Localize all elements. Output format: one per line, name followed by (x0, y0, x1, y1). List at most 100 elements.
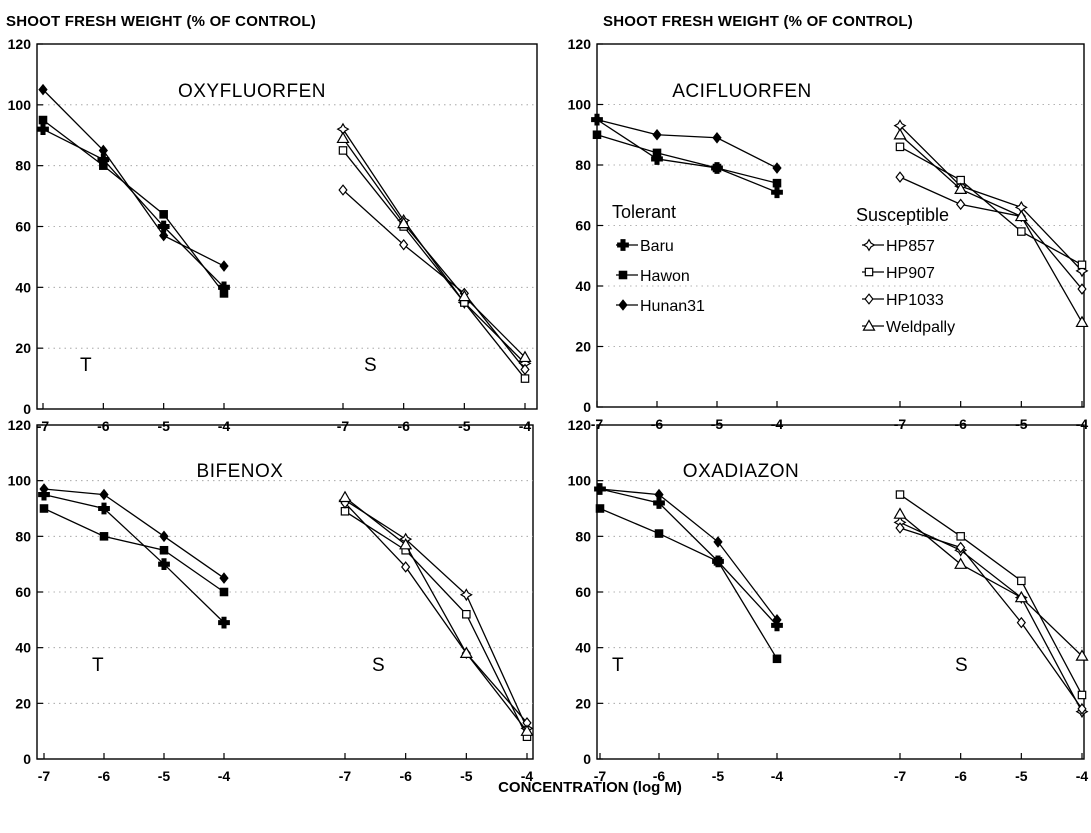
data-point-baru (771, 186, 783, 199)
data-point-hp1033 (1077, 703, 1087, 715)
series-line-hawon (42, 119, 225, 294)
legend-marker (618, 270, 628, 280)
x-tick-label: -6 (653, 768, 666, 784)
y-tick-label: 100 (568, 473, 592, 489)
data-point-weldpally (1014, 590, 1028, 603)
data-point-weldpally (459, 646, 473, 658)
data-point-weldpally (1075, 649, 1089, 661)
data-point-hp907 (895, 142, 905, 152)
data-point-weldpally (1075, 315, 1089, 328)
data-point-hp1033 (1016, 616, 1026, 629)
data-point-hunan31 (38, 83, 48, 96)
y-tick-label: 100 (568, 97, 592, 113)
data-point-hp1033 (956, 541, 966, 554)
data-point-weldpally (954, 182, 968, 194)
data-point-hunan31 (712, 131, 722, 144)
group-label-tolerant: T (92, 655, 104, 676)
data-point-hp907 (956, 532, 965, 541)
x-tick-label: -4 (218, 418, 231, 434)
y-tick-label: 120 (8, 36, 32, 52)
y-tick-label: 80 (15, 158, 31, 174)
series-line-weldpally (344, 496, 528, 732)
data-point-hawon (592, 130, 602, 140)
x-tick-label: -7 (594, 768, 607, 784)
x-tick-label: -7 (38, 768, 51, 784)
legend-marker (862, 319, 876, 331)
data-point-hp857 (1075, 264, 1089, 278)
data-point-hunan31 (159, 530, 169, 543)
y-tick-label: 120 (8, 417, 32, 433)
data-point-hp907 (338, 146, 348, 155)
y-axis-label-left: SHOOT FRESH WEIGHT (% OF CONTROL) (6, 13, 316, 30)
y-tick-label: 80 (575, 528, 591, 544)
x-tick-label: -5 (158, 768, 171, 784)
y-tick-label: 100 (8, 473, 32, 489)
y-tick-label: 40 (15, 640, 31, 656)
data-point-weldpally (954, 557, 968, 569)
series-line-hp1033 (342, 189, 526, 370)
data-point-baru (98, 502, 110, 515)
data-point-baru (653, 497, 665, 509)
x-tick-label: -4 (218, 768, 231, 784)
data-point-weldpally (399, 537, 413, 550)
data-point-hp907 (1017, 576, 1026, 586)
data-point-hawon (713, 557, 723, 566)
x-tick-label: -6 (98, 768, 111, 784)
y-tick-label: 20 (15, 340, 31, 356)
x-tick-label: -4 (1076, 416, 1089, 432)
x-tick-label: -5 (711, 416, 724, 432)
legend-title-susceptible: Susceptible (856, 205, 949, 225)
data-point-hawon (712, 163, 722, 173)
series-line-hawon (599, 507, 778, 660)
x-tick-label: -4 (771, 768, 784, 784)
legend-label: Hunan31 (640, 298, 705, 315)
data-point-hawon (595, 504, 605, 513)
y-tick-label: 20 (15, 695, 31, 711)
data-point-hawon (38, 115, 48, 125)
series-line-hp907 (899, 146, 1083, 266)
data-point-weldpally (336, 131, 350, 144)
x-tick-label: -6 (397, 418, 410, 434)
series-line-hp907 (344, 510, 528, 738)
legend-label: HP857 (886, 238, 935, 255)
legend-marker (864, 267, 874, 277)
series-line-hawon (596, 134, 778, 184)
series-line-hp1033 (899, 176, 1083, 290)
data-point-hawon (219, 289, 229, 298)
x-tick-label: -5 (1015, 768, 1028, 784)
group-label-susceptible: S (372, 655, 385, 676)
data-point-baru (158, 558, 170, 571)
y-tick-label: 100 (8, 97, 32, 113)
data-point-hp1033 (338, 184, 348, 196)
data-point-hunan31 (99, 488, 109, 501)
x-tick-label: -6 (954, 416, 967, 432)
data-point-hp1033 (895, 171, 905, 183)
legend-label: Hawon (640, 268, 690, 285)
data-point-hunan31 (654, 488, 664, 501)
x-tick-label: -5 (712, 768, 725, 784)
series-line-hp1033 (899, 527, 1083, 710)
x-tick-label: -4 (519, 418, 532, 434)
series-line-hp857 (899, 521, 1083, 712)
y-tick-label: 0 (23, 751, 31, 767)
data-point-weldpally (457, 289, 471, 302)
x-tick-label: -5 (157, 418, 170, 434)
data-point-weldpally (397, 216, 411, 229)
series-line-baru (43, 493, 225, 624)
data-point-hp907 (520, 374, 530, 383)
y-tick-label: 20 (575, 339, 591, 355)
series-line-hawon (43, 507, 225, 593)
x-tick-label: -7 (591, 416, 604, 432)
data-point-hp857 (459, 588, 473, 602)
series-line-hp1033 (344, 502, 528, 724)
data-point-hawon (772, 178, 782, 188)
x-tick-label: -7 (894, 768, 907, 784)
legend: Tolerant Susceptible Baru Hawon Hunan31 HP8… (612, 202, 955, 336)
y-tick-label: 120 (568, 36, 592, 52)
y-tick-label: 0 (23, 401, 31, 417)
data-point-hawon (159, 545, 169, 555)
data-point-hunan31 (772, 162, 782, 174)
data-point-weldpally (893, 128, 907, 140)
data-point-baru (157, 220, 170, 233)
data-point-hawon (159, 210, 168, 219)
